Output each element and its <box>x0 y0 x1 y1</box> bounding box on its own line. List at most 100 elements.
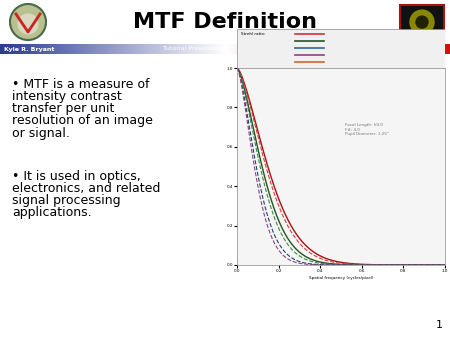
Bar <box>338 44 339 54</box>
Bar <box>76 44 78 54</box>
Bar <box>81 44 83 54</box>
Bar <box>276 44 278 54</box>
Bar <box>109 44 112 54</box>
Bar <box>48 44 50 54</box>
Bar <box>262 44 265 54</box>
Bar <box>207 44 209 54</box>
Bar <box>351 44 353 54</box>
Bar <box>235 44 238 54</box>
Bar <box>172 44 175 54</box>
Bar <box>126 44 128 54</box>
Bar <box>87 44 89 54</box>
Bar <box>144 44 146 54</box>
Bar <box>170 44 171 54</box>
Bar <box>12 44 14 54</box>
Bar <box>288 44 290 54</box>
Bar <box>410 44 411 54</box>
Bar <box>108 44 110 54</box>
Bar <box>228 44 230 54</box>
Bar <box>116 44 117 54</box>
Bar <box>186 44 188 54</box>
Bar <box>217 44 220 54</box>
Text: transfer per unit: transfer per unit <box>12 102 114 115</box>
Bar <box>154 44 157 54</box>
Bar <box>118 44 121 54</box>
Bar <box>357 44 359 54</box>
Bar <box>141 44 143 54</box>
Bar <box>159 44 161 54</box>
Bar <box>58 44 60 54</box>
Bar <box>289 44 292 54</box>
Bar <box>261 44 263 54</box>
Bar <box>316 44 319 54</box>
Bar <box>423 44 425 54</box>
Text: 1: 1 <box>436 320 443 330</box>
Bar <box>114 44 116 54</box>
Bar <box>89 44 90 54</box>
Bar <box>256 44 258 54</box>
Bar <box>342 44 344 54</box>
Bar <box>71 44 72 54</box>
Bar <box>273 44 275 54</box>
Text: May 4, 2015: May 4, 2015 <box>407 47 446 51</box>
Bar <box>28 44 31 54</box>
Bar <box>21 44 23 54</box>
Bar <box>163 44 166 54</box>
Bar <box>156 44 158 54</box>
Bar <box>402 44 404 54</box>
Bar <box>96 44 98 54</box>
Bar <box>433 44 436 54</box>
Bar <box>388 44 391 54</box>
Bar <box>40 44 42 54</box>
Bar <box>444 44 446 54</box>
Bar <box>420 44 422 54</box>
Bar <box>252 44 254 54</box>
Bar <box>267 44 269 54</box>
Bar <box>152 44 153 54</box>
Bar <box>55 44 58 54</box>
Bar <box>18 44 20 54</box>
Text: intensity contrast: intensity contrast <box>12 90 122 103</box>
Bar <box>333 44 335 54</box>
Bar <box>374 44 375 54</box>
Bar <box>332 44 333 54</box>
Bar <box>411 44 413 54</box>
Bar <box>369 44 371 54</box>
Bar <box>158 44 159 54</box>
Bar <box>291 44 293 54</box>
Bar <box>176 44 177 54</box>
Bar <box>370 44 373 54</box>
Bar <box>343 44 346 54</box>
Bar <box>206 44 207 54</box>
Bar <box>90 44 92 54</box>
Bar <box>282 44 284 54</box>
Bar <box>324 44 326 54</box>
Bar <box>188 44 189 54</box>
Bar <box>284 44 285 54</box>
Bar <box>345 44 347 54</box>
Bar <box>424 44 427 54</box>
Text: electronics, and related: electronics, and related <box>12 182 160 195</box>
Bar <box>432 44 434 54</box>
Bar <box>381 44 383 54</box>
Bar <box>248 44 249 54</box>
Bar <box>100 44 103 54</box>
Bar <box>377 44 378 54</box>
Bar <box>258 44 260 54</box>
Bar <box>436 44 438 54</box>
Bar <box>84 44 86 54</box>
Bar <box>418 44 420 54</box>
Bar <box>57 44 59 54</box>
Bar <box>359 44 360 54</box>
Text: or signal.: or signal. <box>12 127 70 140</box>
Bar <box>216 44 218 54</box>
Bar <box>356 44 357 54</box>
Bar <box>53 44 54 54</box>
Bar <box>339 44 341 54</box>
Bar <box>72 44 74 54</box>
Bar <box>255 44 257 54</box>
Bar <box>63 44 65 54</box>
Text: • It is used in optics,: • It is used in optics, <box>12 170 141 183</box>
Bar <box>368 44 369 54</box>
Bar <box>195 44 197 54</box>
